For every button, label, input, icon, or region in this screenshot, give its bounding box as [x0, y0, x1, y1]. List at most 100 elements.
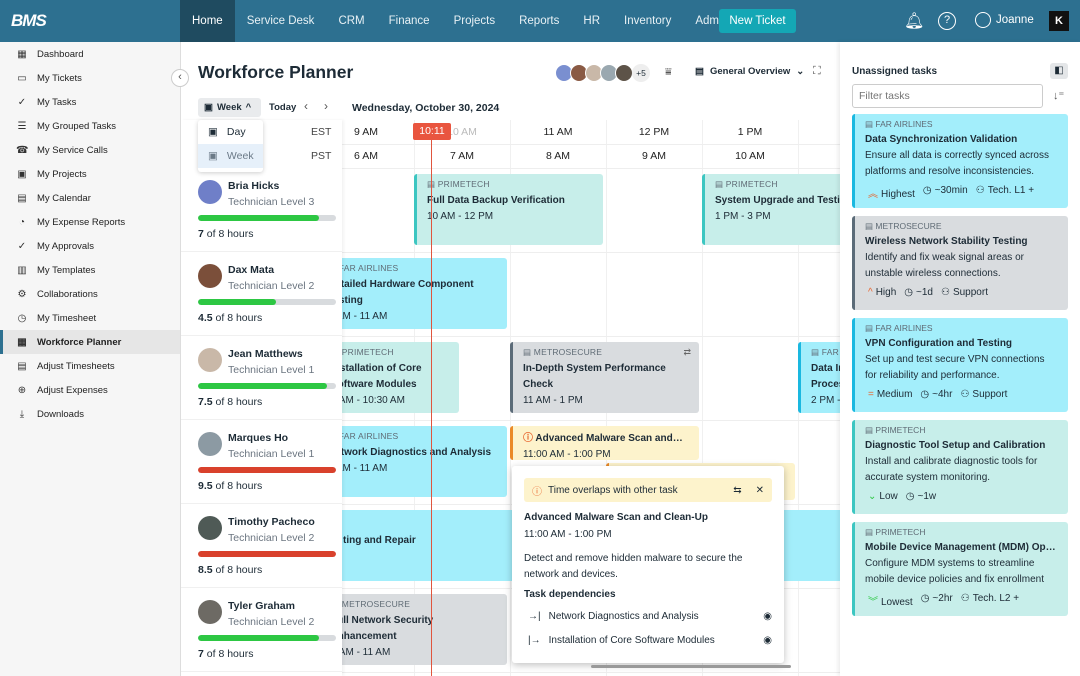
- horizontal-scrollbar[interactable]: [591, 665, 791, 668]
- more-avatars-badge[interactable]: +5: [632, 64, 650, 82]
- panel-toggle-icon[interactable]: ◧: [1050, 63, 1068, 79]
- event-time: 1 PM - 3 PM: [715, 211, 771, 222]
- dependency-item[interactable]: →| Network Diagnostics and Analysis ◉: [524, 604, 772, 628]
- task-card[interactable]: ▤ PRIMETECH Diagnostic Tool Setup and Cal…: [852, 420, 1068, 514]
- role: ⚇ Support: [960, 389, 1007, 400]
- resolve-icon[interactable]: ⇆: [733, 484, 742, 496]
- company-name: FAR AIRLINES: [821, 347, 840, 357]
- option-day[interactable]: ▣ Day: [198, 120, 263, 144]
- role-label: Support: [972, 389, 1008, 400]
- nav-item-home[interactable]: Home: [180, 0, 235, 42]
- prev-icon[interactable]: ‹: [304, 99, 308, 113]
- event-card[interactable]: ▤ PRIMETECH Full Data Backup Verification…: [414, 174, 603, 245]
- nav-item-hr[interactable]: HR: [583, 15, 601, 27]
- sidebar-item-adjust-timesheets[interactable]: ▤ Adjust Timesheets: [0, 354, 180, 378]
- reassign-icon[interactable]: ⇄: [683, 347, 691, 357]
- duration-label: ~2hr: [932, 593, 953, 604]
- sidebar-item-my-timesheet[interactable]: ◷ My Timesheet: [0, 306, 180, 330]
- sidebar-item-downloads[interactable]: ⤓ Downloads: [0, 402, 180, 426]
- event-time: 9 AM - 10:30 AM: [331, 395, 405, 406]
- sidebar-item-my-tickets[interactable]: ▭ My Tickets: [0, 66, 180, 90]
- range-select[interactable]: ▣ Week ^: [198, 98, 261, 117]
- hours-text: 4.5 of 8 hours: [198, 312, 262, 324]
- hours-value: 9.5: [198, 480, 213, 492]
- event-title: Installation of Core Software Modules: [331, 363, 422, 390]
- warning-text: Time overlaps with other task: [548, 484, 678, 496]
- dependency-label: Installation of Core Software Modules: [548, 634, 715, 646]
- brand-logo[interactable]: K: [1049, 11, 1069, 31]
- sidebar-item-my-expense-reports[interactable]: ◔ My Expense Reports: [0, 210, 180, 234]
- filter-icon[interactable]: ⩸: [665, 66, 672, 78]
- nav-item-crm[interactable]: CRM: [338, 15, 365, 27]
- sidebar-item-adjust-expenses[interactable]: ⊕ Adjust Expenses: [0, 378, 180, 402]
- task-card[interactable]: ▤ FAR AIRLINES VPN Configuration and Test…: [852, 318, 1068, 412]
- event-card[interactable]: ⓘ Advanced Malware Scan and Clean-Up 11:0…: [510, 426, 699, 460]
- company-icon: ▤: [523, 347, 534, 357]
- event-card[interactable]: ▤ FAR AIRLINES Detailed Hardware Componen…: [318, 258, 507, 329]
- sidebar-item-collaborations[interactable]: ⚙ Collaborations: [0, 282, 180, 306]
- new-ticket-button[interactable]: New Ticket: [719, 9, 796, 33]
- user-menu[interactable]: Joanne: [975, 12, 1034, 28]
- bell-icon[interactable]: 🔔︎: [904, 13, 925, 30]
- sort-icon[interactable]: ↓⁼: [1053, 90, 1065, 102]
- capacity-bar: [198, 467, 336, 473]
- nav-item-projects[interactable]: Projects: [453, 15, 496, 27]
- priority-label: Lowest: [881, 597, 913, 608]
- next-icon[interactable]: ›: [324, 99, 328, 113]
- today-button[interactable]: Today: [269, 102, 297, 113]
- team-avatars[interactable]: +5: [555, 64, 650, 82]
- sidebar-item-workforce-planner[interactable]: ▦ Workforce Planner: [0, 330, 180, 354]
- capacity-fill: [198, 299, 276, 305]
- event-card[interactable]: ▤ PRIMETECH System Upgrade and Testing 1 P…: [702, 174, 840, 245]
- nav-item-service-desk[interactable]: Service Desk: [246, 15, 315, 27]
- sidebar-item-my-calendar[interactable]: ▤ My Calendar: [0, 186, 180, 210]
- date-header: Wednesday, October 30, 2024: [352, 102, 500, 114]
- role-label: Support: [952, 287, 988, 298]
- event-title: Detailed Hardware Component Testing: [328, 279, 474, 306]
- sidebar-item-my-tasks[interactable]: ✓ My Tasks: [0, 90, 180, 114]
- hour-label-est: 9 AM: [354, 126, 378, 138]
- event-card[interactable]: ▤ METROSECURE In-Depth System Performance…: [510, 342, 699, 413]
- collapse-sidebar-button[interactable]: ‹: [171, 69, 189, 87]
- hour-label-est: 12 PM: [638, 126, 670, 138]
- bms-logo[interactable]: BMS: [11, 11, 47, 30]
- option-week[interactable]: ▣ Week: [198, 144, 263, 168]
- employee-name: Tyler Graham: [228, 600, 295, 612]
- task-card[interactable]: ▤ FAR AIRLINES Data Synchronization Valid…: [852, 114, 1068, 208]
- planner: Workforce Planner +5 ⩸ ▤ General Overview…: [181, 42, 840, 676]
- sidebar-item-my-service-calls[interactable]: ☎ My Service Calls: [0, 138, 180, 162]
- view-select[interactable]: ▤ General Overview ⌄: [695, 66, 804, 77]
- eye-icon[interactable]: ◉: [763, 634, 772, 646]
- user-name: Joanne: [996, 14, 1034, 26]
- dependency-item[interactable]: |→ Installation of Core Software Modules ◉: [524, 628, 772, 652]
- eye-icon[interactable]: ◉: [763, 610, 772, 622]
- sidebar-item-dashboard[interactable]: ▦ Dashboard: [0, 42, 180, 66]
- capacity-bar: [198, 635, 336, 641]
- sidebar-item-my-grouped-tasks[interactable]: ☰ My Grouped Tasks: [0, 114, 180, 138]
- event-title: ⓘ Advanced Malware Scan and Clean-Up: [523, 431, 689, 447]
- sidebar-item-label: Dashboard: [37, 48, 84, 60]
- task-card[interactable]: ▤ METROSECURE Wireless Network Stability …: [852, 216, 1068, 310]
- employee-row: Bria Hicks Technician Level 3 7 of 8 hours: [181, 168, 342, 252]
- event-card[interactable]: ▤ METROSECURE Full Network Security Enhan…: [318, 594, 507, 665]
- fullscreen-icon[interactable]: ⛶: [813, 65, 821, 77]
- sidebar-item-my-approvals[interactable]: ✓ My Approvals: [0, 234, 180, 258]
- card-company: ▤ FAR AIRLINES: [865, 323, 1058, 334]
- event-card[interactable]: ▤ FAR AIRLINES Network Diagnostics and An…: [318, 426, 507, 497]
- sidebar-item-label: My Templates: [37, 264, 96, 276]
- nav-item-reports[interactable]: Reports: [519, 15, 560, 27]
- help-icon[interactable]: ?: [938, 12, 956, 30]
- my-approvals-icon: ✓: [17, 240, 27, 252]
- card-meta: = Medium ◷ ~4hr ⚇ Support: [865, 389, 1058, 400]
- nav-item-inventory[interactable]: Inventory: [624, 15, 672, 27]
- sidebar-item-my-templates[interactable]: ▥ My Templates: [0, 258, 180, 282]
- priority: ^ High: [868, 287, 896, 298]
- sidebar-item-label: My Tickets: [37, 72, 82, 84]
- filter-tasks-input[interactable]: [852, 84, 1043, 108]
- employee-row: Jean Matthews Technician Level 1 7.5 of 8 …: [181, 336, 342, 420]
- nav-item-finance[interactable]: Finance: [388, 15, 430, 27]
- sidebar-item-my-projects[interactable]: ▣ My Projects: [0, 162, 180, 186]
- event-card[interactable]: ▤ FAR AIRLINES Data Integrity Backup Proc…: [798, 342, 840, 413]
- close-icon[interactable]: ✕: [755, 484, 764, 496]
- task-card[interactable]: ▤ PRIMETECH Mobile Device Management (MDM…: [852, 522, 1068, 616]
